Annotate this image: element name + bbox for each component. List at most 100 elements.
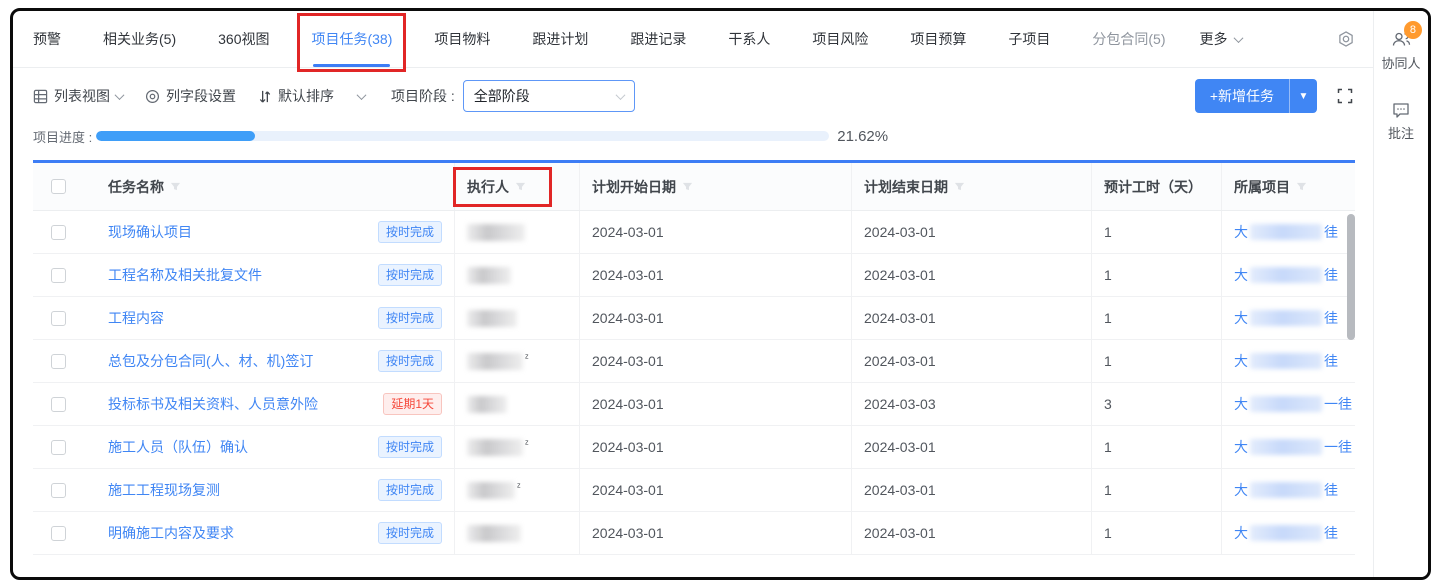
- task-name-cell: 施工人员（队伍）确认 按时完成: [83, 426, 455, 468]
- filter-funnel-icon[interactable]: [170, 181, 181, 192]
- plan-end-cell: 2024-03-01: [852, 254, 1092, 296]
- task-name-link[interactable]: 工程名称及相关批复文件: [108, 267, 262, 283]
- progress-row: 项目进度 : 21.62%: [13, 118, 1373, 154]
- column-settings-button[interactable]: 列字段设置: [145, 86, 236, 106]
- tab-项目物料[interactable]: 项目物料: [434, 29, 490, 49]
- estimated-hours-cell: 1: [1092, 340, 1222, 382]
- stage-select[interactable]: 全部阶段: [462, 80, 635, 112]
- comment-icon: [1393, 103, 1409, 118]
- tab-分包合同(5)[interactable]: 分包合同(5): [1092, 29, 1165, 49]
- view-switcher[interactable]: 列表视图: [33, 86, 125, 106]
- main-content: 预警 相关业务(5) 360视图 项目任务(38) 项目物料 跟进计划 跟进记录 干系人 项目风…: [13, 11, 1373, 577]
- view-switcher-label: 列表视图: [54, 88, 110, 104]
- row-checkbox[interactable]: [50, 267, 66, 283]
- task-name-link[interactable]: 现场确认项目: [108, 224, 192, 240]
- tab-跟进记录[interactable]: 跟进记录: [630, 29, 686, 49]
- row-checkbox[interactable]: [50, 353, 66, 369]
- select-all-checkbox[interactable]: [50, 179, 66, 194]
- vertical-scrollbar-thumb[interactable]: [1347, 214, 1355, 340]
- project-link-suffix: 徍: [1324, 525, 1338, 541]
- project-link[interactable]: 大: [1234, 525, 1248, 541]
- add-task-dropdown-button[interactable]: ▼: [1289, 79, 1317, 113]
- plan-start-cell: 2024-03-01: [580, 469, 852, 511]
- project-link[interactable]: 大: [1234, 482, 1248, 498]
- project-link[interactable]: 大: [1234, 310, 1248, 326]
- task-name-cell: 工程名称及相关批复文件 按时完成: [83, 254, 455, 296]
- masked-project-name: [1250, 353, 1322, 369]
- column-header-label: 计划结束日期: [864, 178, 948, 195]
- fullscreen-button[interactable]: [1337, 88, 1353, 104]
- status-badge: 按时完成: [377, 479, 442, 501]
- tab-more[interactable]: 更多: [1200, 29, 1243, 49]
- column-header-label: 计划开始日期: [592, 178, 676, 195]
- add-task-button[interactable]: +新增任务 ▼: [1194, 79, 1317, 113]
- column-header-hours[interactable]: 预计工时（天）: [1092, 163, 1222, 210]
- row-checkbox[interactable]: [50, 525, 66, 541]
- masked-executor-name: [467, 395, 507, 413]
- filter-funnel-icon[interactable]: [1296, 181, 1307, 192]
- plan-end-cell: 2024-03-01: [852, 512, 1092, 554]
- filter-funnel-icon[interactable]: [682, 181, 693, 192]
- column-header-end[interactable]: 计划结束日期: [852, 163, 1092, 210]
- progress-value: 21.62%: [837, 127, 889, 145]
- task-name-link[interactable]: 总包及分包合同(人、材、机)签订: [108, 353, 314, 369]
- task-name-cell: 投标标书及相关资料、人员意外险 延期1天: [83, 383, 455, 425]
- row-checkbox-cell: [33, 469, 83, 511]
- row-checkbox[interactable]: [50, 310, 66, 326]
- tab-label: 相关业务(5): [103, 31, 177, 47]
- app-window: 预警 相关业务(5) 360视图 项目任务(38) 项目物料 跟进计划 跟进记录 干系人 项目风…: [10, 8, 1431, 580]
- table-header-row: 任务名称 执行人 计划开始日期 计划结束日期 预计工时（天） 所属项目: [33, 163, 1355, 211]
- estimated-hours-cell: 1: [1092, 469, 1222, 511]
- masked-project-name: [1250, 224, 1322, 240]
- row-checkbox-cell: [33, 512, 83, 554]
- estimated-hours-cell: 1: [1092, 426, 1222, 468]
- row-checkbox[interactable]: [50, 224, 66, 240]
- chevron-down-icon[interactable]: [356, 89, 367, 100]
- status-badge: 按时完成: [377, 264, 442, 286]
- project-link[interactable]: 大: [1234, 439, 1248, 455]
- estimated-hours-cell: 1: [1092, 254, 1222, 296]
- project-link[interactable]: 大: [1234, 353, 1248, 369]
- tab-子项目[interactable]: 子项目: [1008, 29, 1050, 49]
- table-row: 总包及分包合同(人、材、机)签订 按时完成 ᶻ 2024-03-01 2024-03-0…: [33, 340, 1355, 383]
- project-link[interactable]: 大: [1234, 396, 1248, 412]
- row-checkbox[interactable]: [50, 439, 66, 455]
- filter-funnel-icon[interactable]: [954, 181, 965, 192]
- project-link[interactable]: 大: [1234, 267, 1248, 283]
- tab-label: 干系人: [728, 31, 771, 47]
- tab-项目风险[interactable]: 项目风险: [812, 29, 868, 49]
- status-badge: 按时完成: [377, 221, 442, 243]
- column-header-exec[interactable]: 执行人: [453, 163, 580, 210]
- plan-end-cell: 2024-03-01: [852, 469, 1092, 511]
- tab-相关业务(5)[interactable]: 相关业务(5): [103, 29, 176, 49]
- tab-预警[interactable]: 预警: [33, 29, 61, 49]
- collaborators-button[interactable]: 8 协同人: [1381, 21, 1422, 72]
- column-header-start[interactable]: 计划开始日期: [580, 163, 852, 210]
- annotations-button[interactable]: 批注: [1388, 102, 1414, 142]
- project-link[interactable]: 大: [1234, 224, 1248, 240]
- row-checkbox-cell: [33, 254, 83, 296]
- sort-button[interactable]: 默认排序: [258, 86, 334, 106]
- table-row: 施工人员（队伍）确认 按时完成 ᶻ 2024-03-01 2024-03-01 1 大一徍: [33, 426, 1355, 469]
- tab-跟进计划[interactable]: 跟进计划: [532, 29, 588, 49]
- task-name-link[interactable]: 施工人员（队伍）确认: [108, 439, 248, 455]
- masked-executor-name: [467, 266, 511, 284]
- task-name-link[interactable]: 施工工程现场复测: [108, 482, 220, 498]
- task-name-link[interactable]: 工程内容: [108, 310, 164, 326]
- task-name-link[interactable]: 明确施工内容及要求: [108, 525, 234, 541]
- tab-label: 360视图: [218, 31, 270, 47]
- tab-项目任务(38)[interactable]: 项目任务(38): [297, 13, 407, 72]
- settings-gear-button[interactable]: [1337, 30, 1355, 48]
- row-checkbox[interactable]: [50, 396, 66, 412]
- tab-360视图[interactable]: 360视图: [218, 29, 269, 49]
- tab-项目预算[interactable]: 项目预算: [910, 29, 966, 49]
- row-checkbox[interactable]: [50, 482, 66, 498]
- estimated-hours-cell: 1: [1092, 297, 1222, 339]
- chevron-down-icon: [114, 89, 125, 100]
- column-header-project[interactable]: 所属项目: [1222, 163, 1355, 210]
- task-name-link[interactable]: 投标标书及相关资料、人员意外险: [108, 396, 318, 412]
- filter-funnel-icon[interactable]: [515, 181, 526, 192]
- column-header-task[interactable]: 任务名称: [83, 163, 455, 210]
- project-link-suffix: 一徍: [1324, 439, 1352, 455]
- tab-干系人[interactable]: 干系人: [728, 29, 770, 49]
